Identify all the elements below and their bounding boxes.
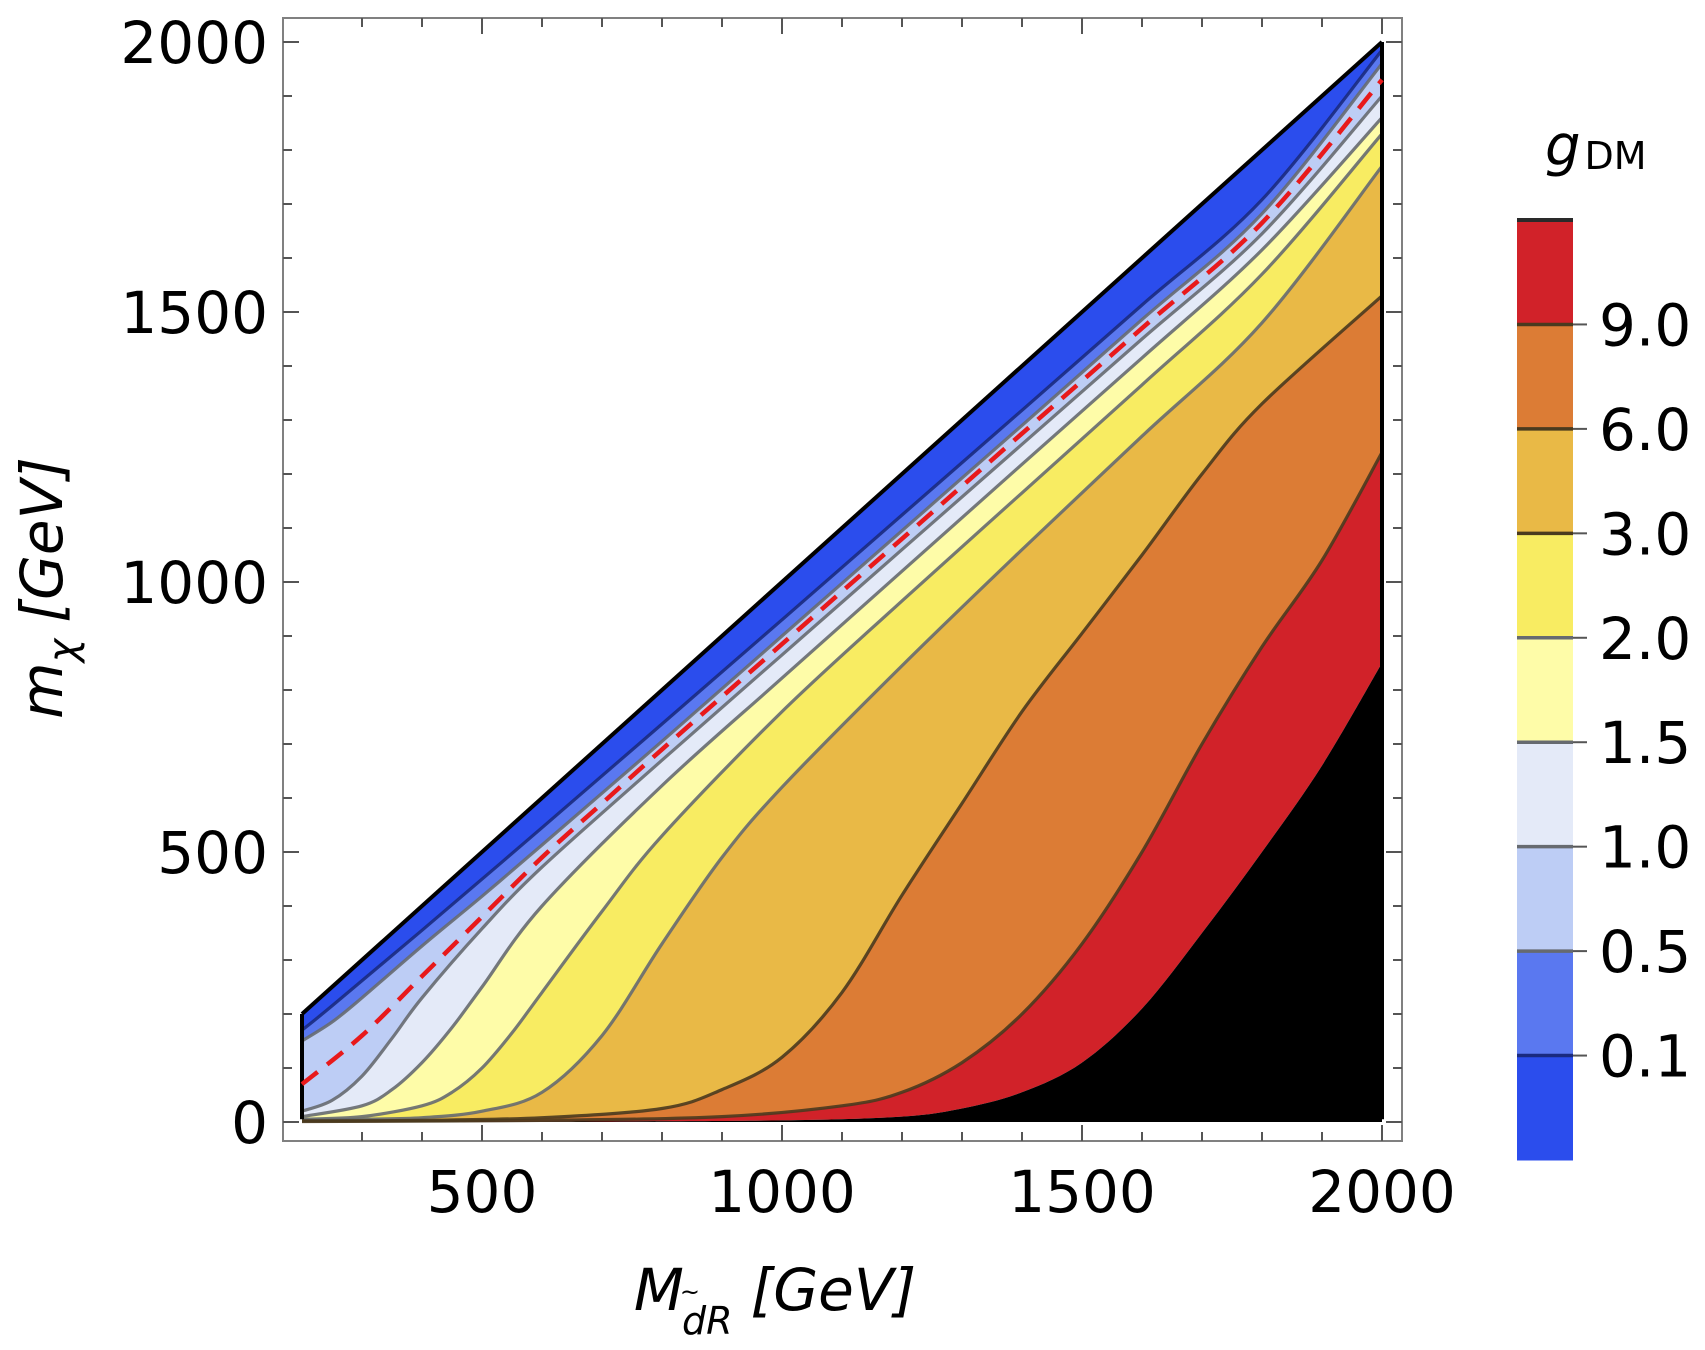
axis-tick-labels: 500 1000 1500 2000 0 500 1000 1500 2000	[120, 9, 1455, 1226]
contour-line-0.1	[301, 49, 1384, 1032]
colorbar-level-label: 6.0	[1599, 396, 1691, 464]
x-tick-label: 2000	[1308, 1158, 1456, 1226]
colorbar-swatch	[1517, 951, 1573, 1057]
colorbar-level-label: 9.0	[1599, 291, 1691, 359]
region-band-7	[302, 295, 1382, 1122]
y-axis-label-unit: [GeV]	[8, 457, 76, 623]
x-axis-label-sub: dR	[682, 1299, 733, 1343]
x-axis-label-unit: [GeV]	[751, 1256, 917, 1324]
y-axis-label-main: m	[8, 662, 76, 719]
contour-line-1	[301, 94, 1384, 1113]
colorbar-swatch	[1517, 742, 1573, 848]
contour-line-1.5	[301, 116, 1384, 1119]
y-tick-label: 1500	[120, 279, 268, 347]
colorbar-swatch	[1517, 220, 1573, 325]
contour-line-9	[301, 451, 1384, 1124]
colorbar-swatch	[1517, 533, 1573, 639]
contour-line-3	[301, 165, 1384, 1122]
colorbar-level-label: 0.5	[1599, 918, 1691, 986]
y-axis-label: mχ [GeV]	[8, 457, 86, 719]
region-band-0	[302, 42, 1382, 1031]
colorbar-swatch	[1517, 846, 1573, 952]
colorbar-swatch	[1517, 1055, 1573, 1161]
x-axis-label: M~ dR [GeV]	[634, 1256, 916, 1343]
colorbar-level-label: 2.0	[1599, 605, 1691, 673]
reference-line-layer	[300, 78, 1384, 1086]
contour-line-6	[301, 294, 1384, 1123]
region-excluded	[302, 663, 1382, 1122]
colorbar-title: g DM	[1545, 114, 1647, 179]
colorbar-swatch	[1517, 428, 1573, 534]
y-tick-label: 2000	[120, 9, 268, 77]
x-tick-label: 500	[427, 1158, 538, 1226]
y-axis-label-sub: χ	[40, 637, 86, 664]
colorbar-level-label: 3.0	[1599, 500, 1691, 568]
colorbar-title-sub: DM	[1585, 134, 1647, 178]
colorbar-swatch	[1517, 637, 1573, 743]
colorbar-title-main: g	[1545, 114, 1581, 179]
region-band-6	[302, 166, 1382, 1121]
region-band-8	[302, 452, 1382, 1122]
y-tick-label: 1000	[120, 549, 268, 617]
colorbar-level-label: 0.1	[1599, 1023, 1691, 1091]
x-tick-label: 1000	[708, 1158, 856, 1226]
contour-line-2	[301, 132, 1384, 1121]
x-axis-label-main: M	[634, 1256, 684, 1324]
region-band-2	[302, 63, 1382, 1112]
colorbar-swatch	[1517, 324, 1573, 430]
y-tick-label: 0	[231, 1089, 268, 1157]
reference-dashed-line	[300, 78, 1384, 1086]
axis-ticks	[283, 18, 1402, 1141]
contour-line-0.5	[301, 62, 1384, 1043]
colorbar-level-label: 1.0	[1599, 814, 1691, 882]
region-band-3	[302, 96, 1382, 1117]
y-tick-label: 500	[157, 819, 268, 887]
colorbar-level-label: 1.5	[1599, 709, 1691, 777]
x-tick-label: 1500	[1008, 1158, 1156, 1226]
colorbar: 0.1 0.5 1.0 1.5 2.0 3.0 6.0 9.0	[1517, 218, 1691, 1161]
x-axis-label-tilde: ~	[680, 1278, 700, 1306]
domain-boundary-diagonal	[300, 40, 1384, 1016]
contour-lines	[300, 40, 1384, 1124]
